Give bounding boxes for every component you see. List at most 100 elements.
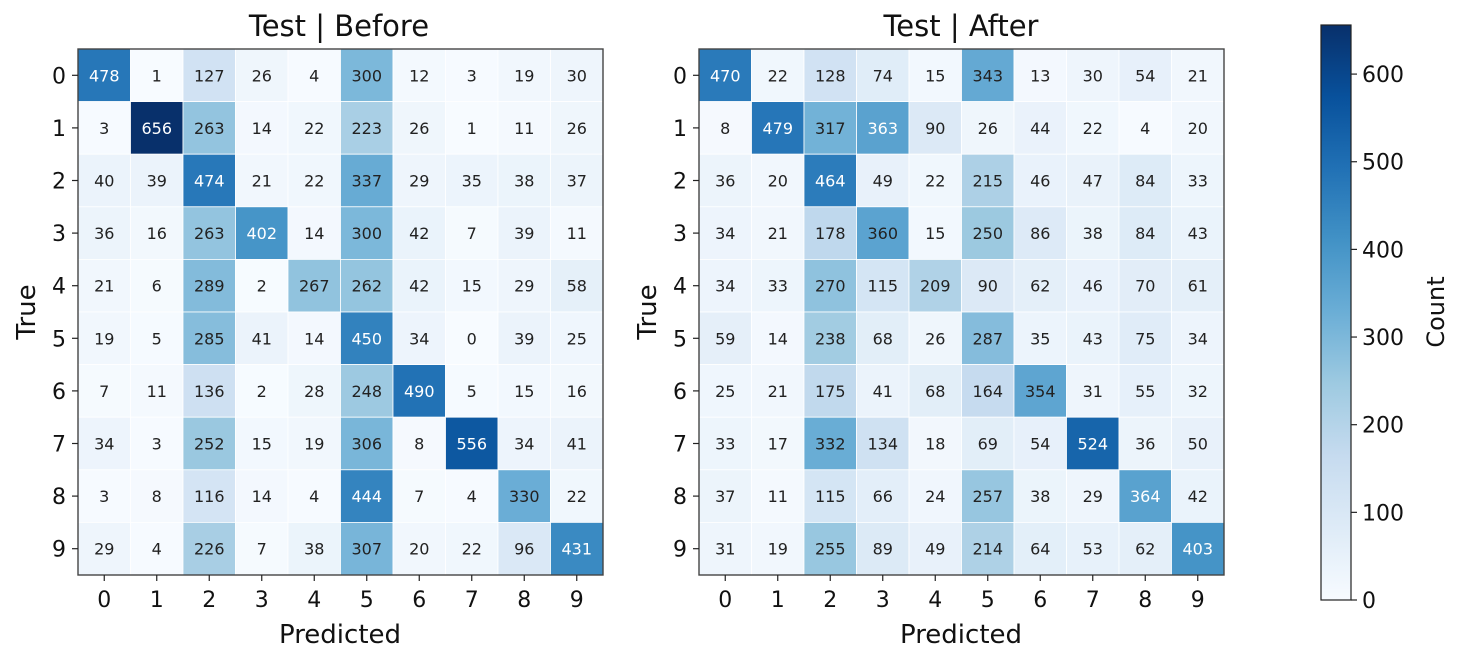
heatmap-before-x-ticks: 0 1 2 3 4 5 6 7 8 9 [97,575,584,613]
heatmap-cell [908,416,962,471]
x-tick-label: 1 [150,588,164,613]
heatmap-cell [1171,364,1225,418]
heatmap-cell [1066,206,1120,260]
cell-value-label: 49 [925,540,945,559]
cell-value-label: 19 [304,435,324,454]
heatmap-cell [550,206,604,260]
cell-value-label: 22 [768,66,788,85]
heatmap-cell [182,311,236,365]
colorbar-label: Count [1422,276,1450,347]
colorbar: 0 100 200 300 400 500 600 Count [1320,24,1450,614]
heatmap-cell [392,469,446,523]
heatmap-cell [235,364,289,418]
y-tick-label: 3 [673,222,687,247]
cell-value-label: 41 [252,329,272,348]
heatmap-cell [856,101,910,155]
cell-value-label: 15 [514,382,534,401]
heatmap-cell [340,311,394,365]
cell-value-label: 14 [304,329,324,348]
colorbar-tick-label: 0 [1362,589,1376,614]
heatmap-cell [130,469,184,523]
x-tick-label: 6 [1033,588,1047,613]
heatmap-cell [698,258,752,313]
heatmap-cell [130,153,184,208]
cell-value-label: 68 [925,382,945,401]
cell-value-label: 49 [873,172,893,191]
heatmap-cell [1066,48,1120,102]
cell-value-label: 22 [567,487,587,506]
x-axis-label-before: Predicted [279,620,401,650]
heatmap-cell [235,48,289,102]
x-tick-label: 6 [412,588,426,613]
cell-value-label: 2 [257,382,267,401]
heatmap-before-y-ticks: 0 1 2 3 4 5 6 7 8 9 [52,64,78,563]
cell-value-label: 84 [1135,224,1155,243]
cell-value-label: 16 [147,224,167,243]
colorbar-tick-label: 300 [1362,326,1404,351]
cell-value-label: 19 [514,66,534,85]
heatmap-cell [182,258,236,313]
heatmap-cell [908,522,962,576]
heatmap-before-cells: 478 1 127 26 4 300 12 3 19 303 656 263 14 22 223 26 1 11 2… [77,48,604,576]
cell-value-label: 25 [567,329,587,348]
cell-value-label: 35 [1030,329,1050,348]
cell-value-label: 3 [467,66,477,85]
heatmap-cell [77,522,131,576]
cell-value-label: 8 [414,435,424,454]
heatmap-cell [803,311,857,365]
cell-value-label: 474 [194,172,225,191]
y-tick-label: 2 [673,170,687,195]
cell-value-label: 30 [567,66,587,85]
cell-value-label: 128 [815,66,846,85]
heatmap-cell [392,416,446,471]
heatmap-cell [751,101,805,155]
chart-title-before: Test | Before [248,9,429,43]
heatmap-cell [497,101,551,155]
cell-value-label: 431 [561,540,592,559]
cell-value-label: 36 [94,224,114,243]
cell-value-label: 354 [1025,382,1056,401]
cell-value-label: 20 [409,540,429,559]
cell-value-label: 116 [194,487,225,506]
cell-value-label: 15 [252,435,272,454]
cell-value-label: 15 [462,277,482,296]
cell-value-label: 54 [1030,435,1050,454]
heatmap-cell [550,101,604,155]
x-tick-label: 0 [718,588,732,613]
cell-value-label: 115 [867,277,898,296]
heatmap-cell [698,469,752,523]
heatmap-cell [961,206,1015,260]
heatmap-cell [1118,522,1172,576]
cell-value-label: 1 [467,119,477,138]
cell-value-label: 19 [94,329,114,348]
x-tick-label: 4 [307,588,321,613]
cell-value-label: 24 [925,487,945,506]
colorbar-tick-label: 100 [1362,501,1404,526]
cell-value-label: 62 [1135,540,1155,559]
heatmap-cell [1171,153,1225,208]
cell-value-label: 38 [514,172,534,191]
cell-value-label: 175 [815,382,846,401]
cell-value-label: 39 [147,172,167,191]
heatmap-cell [751,469,805,523]
cell-value-label: 4 [467,487,477,506]
cell-value-label: 136 [194,382,225,401]
cell-value-label: 402 [246,224,277,243]
heatmap-cell [497,258,551,313]
heatmap-cell [392,258,446,313]
cell-value-label: 289 [194,277,225,296]
heatmap-cell [550,258,604,313]
cell-value-label: 444 [351,487,382,506]
cell-value-label: 96 [514,540,534,559]
cell-value-label: 59 [715,329,735,348]
heatmap-cell [803,416,857,471]
heatmap-cell [698,153,752,208]
heatmap-cell [1171,469,1225,523]
heatmap-cell [392,101,446,155]
heatmap-cell [287,469,341,523]
heatmap-cell [1118,153,1172,208]
heatmap-after-y-ticks: 0 1 2 3 4 5 6 7 8 9 [673,64,699,563]
cell-value-label: 43 [1188,224,1208,243]
cell-value-label: 22 [304,172,324,191]
cell-value-label: 41 [567,435,587,454]
